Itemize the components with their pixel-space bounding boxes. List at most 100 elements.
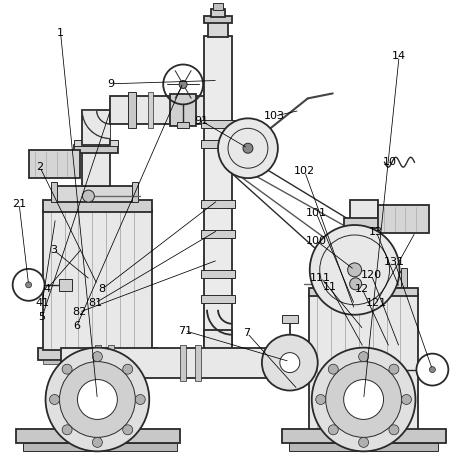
Text: 1: 1 [57, 28, 64, 38]
Polygon shape [350, 348, 377, 375]
Text: 12: 12 [355, 284, 369, 294]
Bar [180, 344, 186, 381]
Bar [96, 344, 101, 381]
Bar [132, 182, 138, 202]
Bar [204, 36, 232, 344]
Circle shape [12, 269, 44, 301]
Bar [201, 270, 235, 278]
Circle shape [389, 425, 399, 435]
Bar [43, 200, 152, 212]
Bar [201, 200, 235, 208]
Circle shape [243, 143, 253, 153]
Text: 11: 11 [323, 282, 337, 292]
Bar [324, 272, 403, 288]
Text: 81: 81 [88, 298, 102, 308]
Text: 101: 101 [306, 208, 327, 218]
Bar [148, 93, 153, 128]
Text: 120: 120 [361, 270, 382, 281]
Bar [196, 362, 240, 372]
Bar [389, 363, 402, 375]
Bar [211, 9, 225, 17]
Circle shape [359, 438, 369, 447]
Circle shape [326, 362, 401, 438]
Text: 14: 14 [392, 51, 406, 61]
Circle shape [429, 367, 435, 373]
Bar [82, 110, 110, 145]
Circle shape [401, 394, 412, 405]
Text: 102: 102 [294, 167, 315, 176]
Text: 121: 121 [365, 298, 387, 308]
Circle shape [310, 225, 400, 315]
Bar [356, 344, 362, 381]
Bar [282, 315, 298, 323]
Text: 21: 21 [12, 199, 26, 209]
Bar [350, 200, 377, 350]
Bar [346, 278, 363, 348]
Circle shape [78, 380, 117, 419]
Bar [201, 120, 235, 128]
Bar [16, 429, 180, 444]
Circle shape [135, 394, 145, 405]
Text: 10: 10 [383, 157, 397, 167]
Circle shape [389, 364, 399, 374]
Circle shape [92, 438, 103, 447]
Text: 111: 111 [310, 273, 331, 282]
Bar [50, 182, 56, 202]
Bar [344, 240, 383, 246]
Text: 8: 8 [98, 284, 106, 294]
Bar [204, 330, 232, 364]
Text: 5: 5 [39, 312, 46, 322]
Text: 82: 82 [72, 307, 86, 317]
Circle shape [316, 394, 326, 405]
Bar [110, 96, 220, 125]
Bar [204, 16, 232, 23]
Circle shape [25, 282, 31, 288]
Bar [377, 205, 429, 233]
Circle shape [328, 364, 338, 374]
Bar [208, 21, 228, 37]
Bar [401, 268, 407, 292]
Bar [82, 148, 110, 186]
Bar [213, 3, 223, 10]
Bar [109, 344, 115, 381]
Text: 100: 100 [306, 236, 327, 246]
Bar [177, 122, 189, 128]
Circle shape [62, 364, 72, 374]
Circle shape [82, 190, 94, 202]
Bar [309, 294, 419, 433]
Bar [43, 360, 152, 363]
Circle shape [359, 351, 369, 362]
Circle shape [350, 278, 362, 290]
Circle shape [218, 119, 278, 178]
Text: 9: 9 [108, 79, 115, 89]
Bar [43, 210, 152, 350]
Bar [128, 93, 136, 128]
Bar [201, 140, 235, 148]
Text: 3: 3 [50, 245, 57, 255]
Text: 71: 71 [178, 326, 192, 336]
Circle shape [347, 263, 362, 277]
Bar [23, 444, 177, 451]
Text: 7: 7 [243, 328, 251, 338]
Circle shape [60, 362, 135, 438]
Circle shape [62, 425, 72, 435]
Bar [309, 288, 419, 296]
Polygon shape [82, 110, 110, 138]
Bar [29, 150, 80, 178]
Bar [61, 348, 400, 377]
Bar [340, 344, 346, 381]
Bar [59, 279, 73, 291]
Circle shape [92, 351, 103, 362]
Text: 41: 41 [35, 298, 49, 308]
Text: 13: 13 [369, 226, 383, 237]
Bar [342, 256, 385, 262]
Text: 91: 91 [194, 116, 208, 126]
Bar [289, 444, 438, 451]
Circle shape [123, 364, 133, 374]
Circle shape [312, 348, 415, 451]
Circle shape [49, 394, 60, 405]
Bar [344, 218, 383, 228]
Text: 103: 103 [264, 111, 285, 121]
Circle shape [123, 425, 133, 435]
Bar [309, 432, 419, 444]
